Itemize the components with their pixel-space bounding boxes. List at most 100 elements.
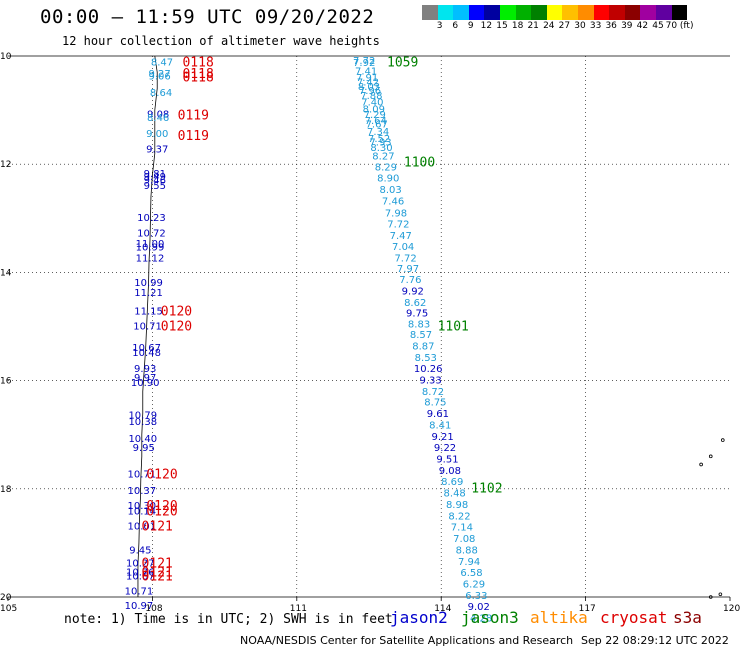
- wave-height-colorbar: [422, 5, 688, 20]
- jason3-swh-value: 8.88: [456, 545, 478, 556]
- jason3-swh-value: 7.42: [357, 77, 379, 88]
- lon-tick-label: 108: [145, 604, 162, 614]
- jason3-swh-value: 9.75: [406, 308, 428, 319]
- colorbar-swatch: [593, 5, 610, 20]
- jason3-swh-value: 7.98: [385, 208, 407, 219]
- jason3-swh-value: 8.57: [410, 330, 432, 341]
- jason3-swh-value: 8.87: [412, 341, 434, 352]
- colorbar-swatch: [546, 5, 563, 20]
- island-marker: [708, 454, 713, 459]
- cryosat-pass-time: 0121: [142, 566, 173, 581]
- jason3-swh-value: 7.41: [355, 67, 377, 78]
- cryosat-pass-time: 0120: [161, 319, 192, 334]
- jason3-swh-value: 7.34: [367, 127, 389, 138]
- credit-line: NOAA/NESDIS Center for Satellite Applica…: [240, 634, 574, 647]
- cryosat-swh-value: 10.99: [134, 278, 163, 289]
- axis-tick-labels: 105 108 111 114 117 120 10 12 14 16 18 20: [0, 52, 740, 614]
- jason3-swh-value: 8.27: [372, 152, 394, 163]
- colorbar-label: 9: [467, 21, 474, 31]
- cryosat-swh-value: 10.30: [127, 501, 156, 512]
- cryosat-pass-time: 0118: [182, 71, 213, 86]
- cryosat-swh-value: 10.38: [128, 417, 157, 428]
- cryosat-swh-value: 10.01: [127, 522, 156, 533]
- cryosat-swh-value: 10.48: [132, 348, 161, 359]
- cryosat-swh-value: 8.64: [150, 88, 172, 99]
- cryosat-swh-value: 10.97: [125, 601, 154, 612]
- legend-altika: altika: [530, 608, 588, 627]
- jason3-swh-value: 7.67: [366, 120, 388, 131]
- jason3-swh-value: 7.72: [394, 253, 416, 264]
- jason3-swh-value: 7.76: [399, 275, 421, 286]
- cryosat-swh-value: 9.97: [134, 373, 156, 384]
- jason3-swh-value: 7.08: [453, 534, 475, 545]
- cryosat-swh-value: 9.27: [148, 69, 170, 80]
- lon-tick-label: 105: [0, 604, 17, 614]
- cryosat-pass-time: 0121: [142, 569, 173, 584]
- colorbar-label: 12: [480, 21, 493, 31]
- lon-tick-label: 120: [723, 604, 740, 614]
- cryosat-swh-value: 11.15: [134, 306, 163, 317]
- jason3-swh-value: 9.51: [436, 455, 458, 466]
- jason3-swh-value: 9.02: [468, 602, 490, 613]
- cryosat-pass-time: 0119: [178, 129, 209, 144]
- lat-tick-label: 20: [0, 593, 12, 603]
- lat-tick-label: 10: [0, 52, 12, 62]
- page-subtitle: 12 hour collection of altimeter wave hei…: [62, 34, 380, 48]
- jason3-swh-value: 8.90: [377, 174, 399, 185]
- cryosat-pass-time: 0119: [178, 108, 209, 123]
- jason3-swh-value: 7.94: [458, 557, 480, 568]
- colorbar-swatch: [640, 5, 656, 20]
- jason3-swh-value: 9.33: [419, 376, 441, 387]
- lat-tick-label: 16: [0, 377, 12, 387]
- lat-lon-grid: [8, 56, 730, 597]
- cryosat-swh-value: 10.71: [125, 587, 154, 598]
- jason3-swh-value: 7.64: [365, 116, 387, 127]
- cryosat-swh-value: 10.90: [131, 378, 160, 389]
- colorbar-swatch: [499, 5, 516, 20]
- colorbar-swatch: [671, 5, 688, 20]
- cryosat-swh-value: 11.00: [136, 239, 165, 250]
- lat-tick-label: 12: [0, 160, 11, 170]
- cryosat-swh-value: 11.12: [136, 253, 165, 264]
- cryosat-pass-time: 0121: [142, 520, 173, 535]
- page-title: 00:00 – 11:59 UTC 09/20/2022: [40, 6, 375, 28]
- jason3-swh-value: 9.61: [427, 409, 449, 420]
- cryosat-pass-time: 0120: [146, 504, 177, 519]
- jason3-swh-value: 8.48: [444, 489, 466, 500]
- cryosat-swh-value: 9.49: [144, 172, 166, 183]
- colorbar-label: 24: [543, 21, 555, 31]
- colorbar-label: 27: [558, 21, 571, 31]
- legend-s3a: s3a: [673, 608, 702, 627]
- cryosat-swh-value: 9.81: [144, 169, 166, 180]
- lat-tick-label: 18: [0, 485, 12, 495]
- jason3-swh-value: 7.04: [392, 242, 414, 253]
- cryosat-pass-time: 0120: [161, 304, 192, 319]
- island-marker: [718, 592, 723, 597]
- coastline: [137, 55, 725, 599]
- colorbar-labels: 3 6 9 12 15 18 21 24 27 30 33 36 39 42 45 70 (ft): [422, 21, 740, 35]
- jason3-pass-time: 1100: [404, 155, 435, 170]
- legend-jason3: jason3: [461, 608, 519, 627]
- jason3-swh-value: 8.62: [404, 298, 426, 309]
- colorbar-swatch: [484, 5, 500, 20]
- jason3-swh-value: 8.53: [415, 353, 437, 364]
- cryosat-swh-value: 8.46: [147, 113, 169, 124]
- cryosat-swh-value: 10.23: [137, 213, 166, 224]
- jason3-swh-value: 9.21: [432, 432, 454, 443]
- jason3-swh-value: 8.22: [448, 511, 470, 522]
- cryosat-swh-value: 10.67: [126, 571, 155, 582]
- colorbar-label: 21: [527, 21, 539, 31]
- jason3-swh-value: 6.58: [460, 568, 482, 579]
- cryosat-pass-time: 0121: [142, 556, 173, 571]
- lat-tick-label: 14: [0, 268, 12, 278]
- cryosat-swh-value: 9.06: [148, 71, 170, 82]
- colorbar-swatch: [562, 5, 578, 20]
- cryosat-pass-time: 0120: [146, 468, 177, 483]
- jason3-swh-value: 8.83: [408, 319, 430, 330]
- jason3-swh-value: 7.14: [451, 523, 473, 534]
- colorbar-swatch: [655, 5, 672, 20]
- cryosat-swh-value: 9.55: [144, 181, 166, 192]
- colorbar-swatch: [422, 5, 438, 20]
- cryosat-swh-value: 9.00: [146, 129, 168, 140]
